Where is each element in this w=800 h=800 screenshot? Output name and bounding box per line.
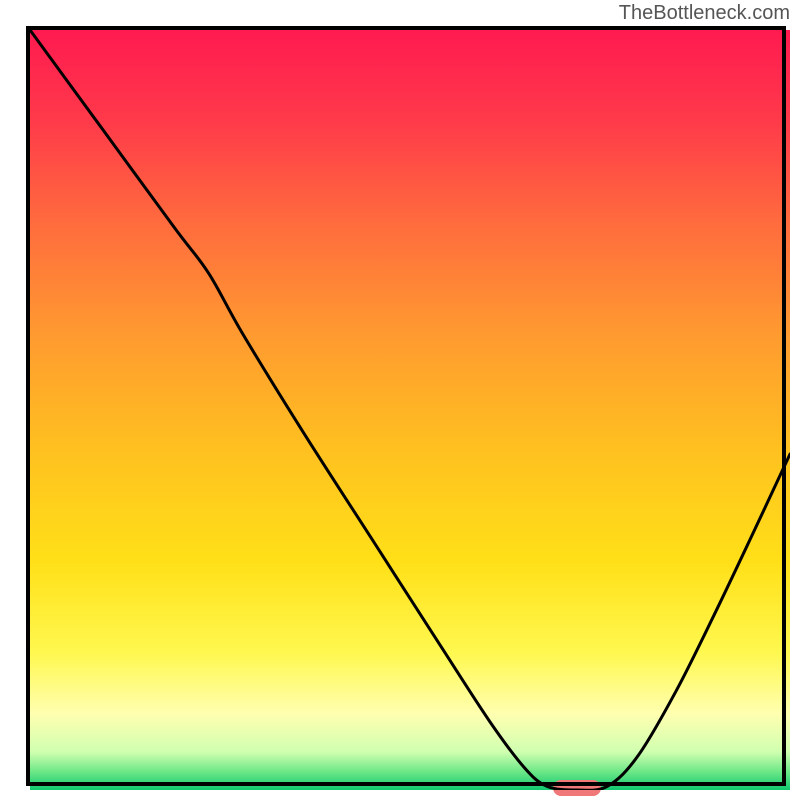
chart-plot-area xyxy=(30,30,790,790)
chart-frame xyxy=(26,26,786,786)
watermark-text: TheBottleneck.com xyxy=(619,2,790,25)
